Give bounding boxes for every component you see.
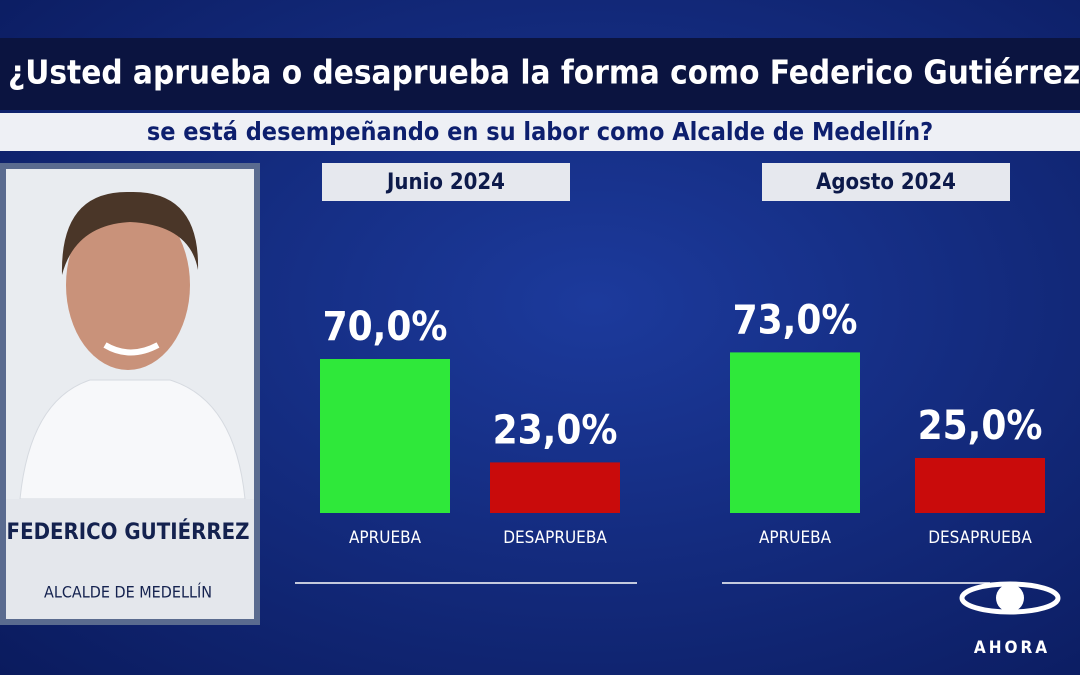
bar [915,458,1045,513]
profile-name: FEDERICO GUTIÉRREZ [7,519,250,545]
chart-title-box [762,163,1010,201]
value-label: 73,0% [733,297,858,343]
photo-shirt [19,379,246,500]
subtitle-band [0,113,1080,151]
category-label: APRUEBA [759,528,832,548]
bar [320,359,450,513]
title: ¿Usted aprueba o desaprueba la forma com… [8,53,1080,92]
photo-hair [61,191,199,275]
chart-title: Agosto 2024 [816,170,956,195]
chart-title-box [322,163,570,201]
photo-face [66,200,190,370]
photo-smile [103,342,160,356]
bar [730,352,860,513]
bar [490,462,620,513]
logo-text: AHORA [974,638,1050,658]
logo-eye [996,584,1024,612]
title-band [0,38,1080,110]
category-label: APRUEBA [349,528,422,548]
subtitle: se está desempeñando en su labor como Al… [147,117,933,146]
chart-title: Junio 2024 [385,170,505,195]
category-label: DESAPRUEBA [503,528,607,548]
value-label: 23,0% [493,407,618,453]
profile-label [6,499,254,619]
value-label: 25,0% [918,403,1043,449]
profile-role: ALCALDE DE MEDELLÍN [44,583,212,602]
category-label: DESAPRUEBA [928,528,1032,548]
value-label: 70,0% [323,304,448,350]
